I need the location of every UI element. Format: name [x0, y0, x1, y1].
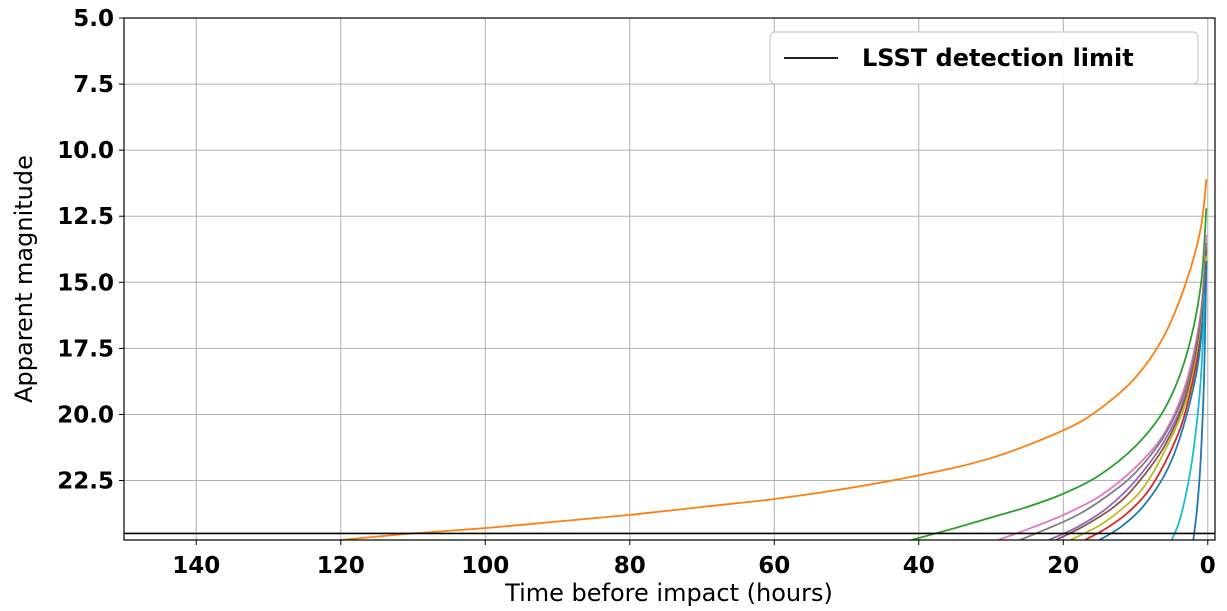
x-tick-label: 120	[317, 553, 365, 579]
x-tick-label: 0	[1200, 553, 1216, 579]
grid	[124, 17, 1215, 540]
y-tick-label: 15.0	[57, 270, 114, 296]
x-tick-label: 60	[758, 553, 790, 579]
x-tick-label: 140	[172, 553, 220, 579]
legend-label: LSST detection limit	[862, 44, 1134, 72]
series-group	[340, 179, 1208, 540]
y-tick-label: 5.0	[73, 6, 114, 32]
legend: LSST detection limit	[769, 31, 1199, 85]
y-tick-label: 22.5	[57, 469, 114, 495]
y-axis-title: Apparent magnitude	[10, 155, 38, 403]
x-tick-label: 40	[903, 553, 935, 579]
x-tick-label: 100	[461, 553, 509, 579]
series-line-11	[1192, 261, 1208, 540]
series-line-2	[911, 208, 1208, 540]
x-tick-label: 80	[614, 553, 646, 579]
y-tick-labels: 5.0 7.5 10.0 12.5 15.0 17.5 20.0 22.5	[57, 6, 124, 495]
x-tick-labels: 140 120 100 80 60 40 20 0	[172, 540, 1216, 579]
y-tick-label: 10.0	[57, 138, 114, 164]
x-axis-title: Time before impact (hours)	[504, 579, 833, 607]
y-tick-label: 20.0	[57, 402, 114, 428]
x-tick-label: 20	[1047, 553, 1079, 579]
legend-box	[769, 31, 1199, 85]
y-tick-label: 7.5	[73, 72, 114, 98]
plot-frame	[123, 17, 1216, 541]
series-line-10	[1170, 295, 1206, 540]
y-tick-label: 17.5	[57, 336, 114, 362]
series-line-4	[1019, 242, 1208, 540]
series-line-1	[340, 179, 1208, 540]
series-line-9	[1098, 266, 1208, 540]
y-tick-label: 12.5	[57, 204, 114, 230]
